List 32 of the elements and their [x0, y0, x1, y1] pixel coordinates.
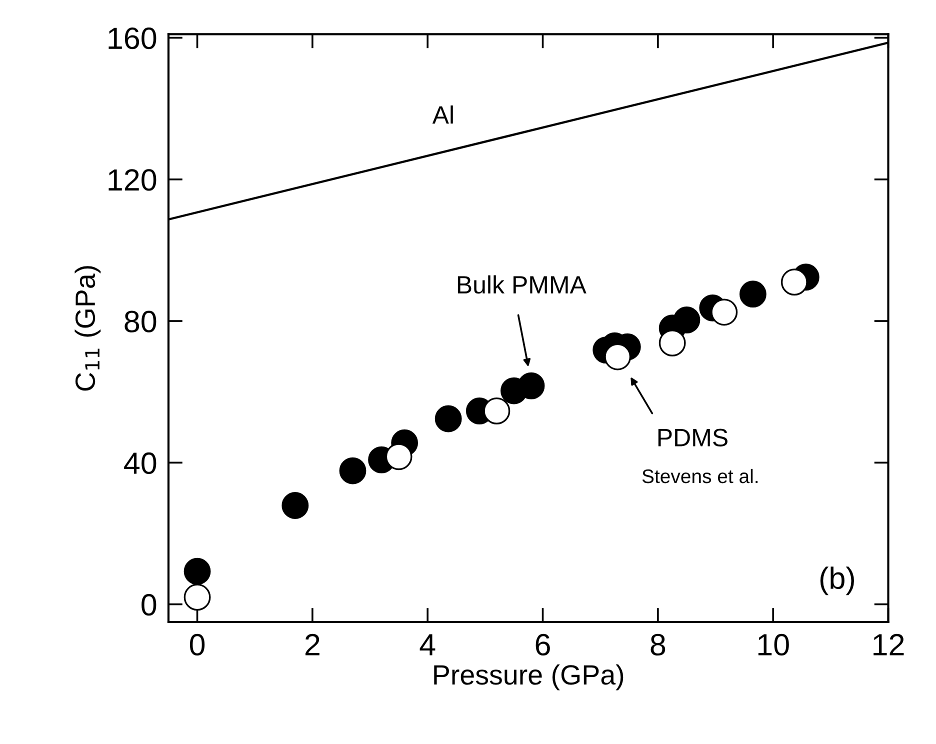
- annotation: PDMS: [658, 428, 728, 446]
- point: [339, 457, 366, 484]
- point: [658, 330, 686, 356]
- x-tick-label: 0: [190, 634, 205, 656]
- point: [518, 372, 545, 400]
- y-tick-label: 80: [124, 310, 156, 332]
- x-tick-label: 2: [305, 634, 320, 656]
- point: [604, 343, 632, 370]
- point: [282, 492, 309, 519]
- x-tick-label: 8: [650, 634, 666, 656]
- point: [739, 280, 766, 308]
- x-tick-label: 10: [758, 634, 789, 656]
- x-tick-label: 4: [420, 634, 436, 656]
- annotation: Stevens et al.: [642, 468, 758, 484]
- point: [710, 298, 738, 326]
- x-axis-title: Pressure (GPa): [434, 664, 624, 690]
- annotation: (b): [820, 566, 854, 596]
- x-tick-label: 6: [536, 634, 550, 656]
- y-tick-label: 120: [108, 169, 156, 191]
- y-tick-label: 40: [124, 452, 156, 474]
- point: [385, 443, 412, 470]
- y-axis-title: C$_{11}$ (GPa): [74, 266, 101, 391]
- point: [780, 268, 808, 296]
- x-tick-label: 12: [874, 634, 904, 656]
- annotation: Bulk PMMA: [458, 275, 586, 294]
- y-tick-label: 160: [108, 28, 156, 50]
- y-tick-label: 0: [142, 594, 156, 616]
- point: [673, 306, 700, 334]
- point: [434, 405, 462, 432]
- point: [483, 398, 510, 424]
- point: [184, 558, 211, 585]
- annotation: Al: [432, 105, 453, 124]
